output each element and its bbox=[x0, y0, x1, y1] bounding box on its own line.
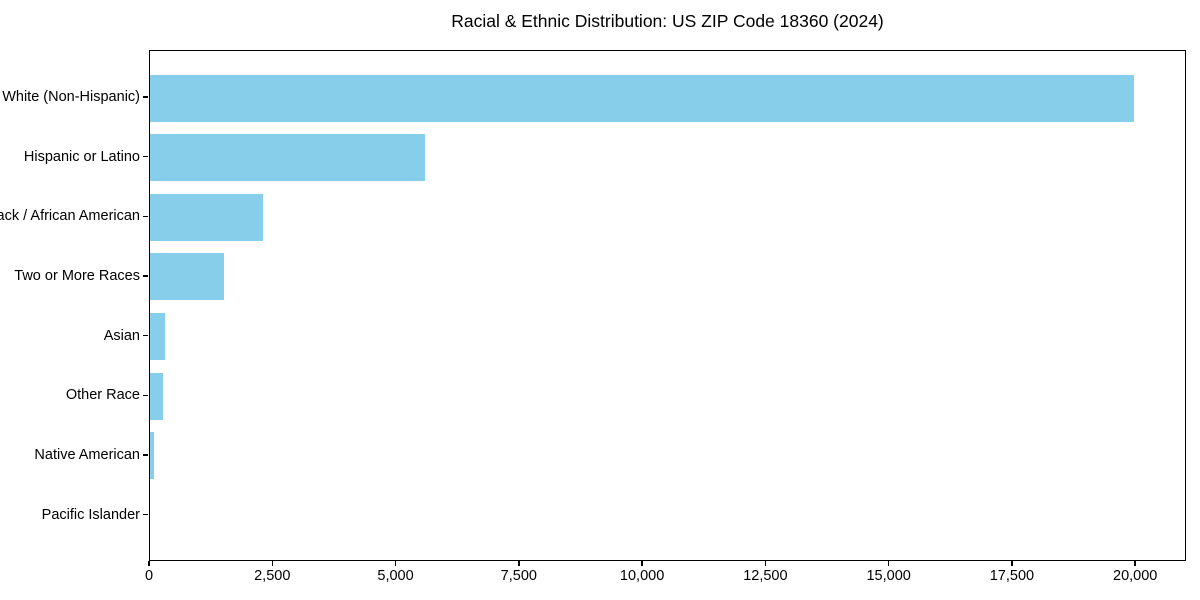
bar-other-race bbox=[150, 372, 164, 420]
y-tick-mark bbox=[142, 394, 148, 396]
bar-asian bbox=[150, 313, 166, 361]
y-tick-mark bbox=[142, 215, 148, 218]
x-tick-mark bbox=[148, 561, 150, 566]
x-axis-tick-label: 12,500 bbox=[743, 568, 788, 584]
x-tick-mark bbox=[394, 561, 397, 566]
x-tick-mark bbox=[271, 561, 274, 566]
y-axis-label-pacific-islander: Pacific Islander bbox=[41, 506, 140, 523]
x-axis-tick-label: 2,500 bbox=[254, 568, 291, 584]
x-tick-mark bbox=[641, 561, 643, 566]
y-axis-label-black-african-american: Black / African American bbox=[0, 208, 140, 225]
bar-native-american bbox=[150, 432, 155, 480]
x-tick-mark bbox=[1011, 561, 1013, 566]
y-tick-mark bbox=[142, 275, 148, 277]
x-tick-mark bbox=[518, 561, 520, 566]
bar-two-or-more-races bbox=[150, 253, 224, 301]
x-axis-tick-label: 15,000 bbox=[866, 568, 911, 584]
x-axis-tick-label: 0 bbox=[144, 568, 154, 584]
y-tick-mark bbox=[142, 513, 148, 516]
chart-title: Racial & Ethnic Distribution: US ZIP Cod… bbox=[451, 11, 884, 31]
x-axis-tick-label: 7,500 bbox=[500, 568, 537, 584]
x-axis-tick-label: 20,000 bbox=[1113, 568, 1158, 584]
x-axis-tick-label: 17,500 bbox=[989, 568, 1035, 584]
y-tick-mark bbox=[142, 454, 148, 456]
y-axis-label-hispanic-or-latino: Hispanic or Latino bbox=[23, 148, 140, 165]
plot-area bbox=[149, 50, 1186, 561]
y-axis-label-two-or-more-races: Two or More Races bbox=[14, 267, 140, 284]
y-axis-label-white-non-hispanic: White (Non-Hispanic) bbox=[2, 89, 140, 105]
x-tick-mark bbox=[887, 561, 890, 566]
y-tick-mark bbox=[142, 155, 148, 158]
y-tick-mark bbox=[142, 334, 148, 337]
x-tick-mark bbox=[764, 561, 767, 566]
bar-black-african-american bbox=[150, 193, 264, 241]
x-axis-tick-label: 10,000 bbox=[619, 568, 665, 584]
bar-white-non-hispanic bbox=[150, 74, 1135, 122]
x-axis-tick-label: 5,000 bbox=[377, 568, 414, 584]
y-axis-label-other-race: Other Race bbox=[65, 387, 140, 404]
x-tick-mark bbox=[1134, 561, 1136, 566]
bar-hispanic-or-latino bbox=[150, 134, 425, 182]
y-axis-label-native-american: Native American bbox=[34, 446, 140, 463]
y-axis-label-asian: Asian bbox=[103, 327, 140, 344]
y-tick-mark bbox=[142, 96, 148, 98]
